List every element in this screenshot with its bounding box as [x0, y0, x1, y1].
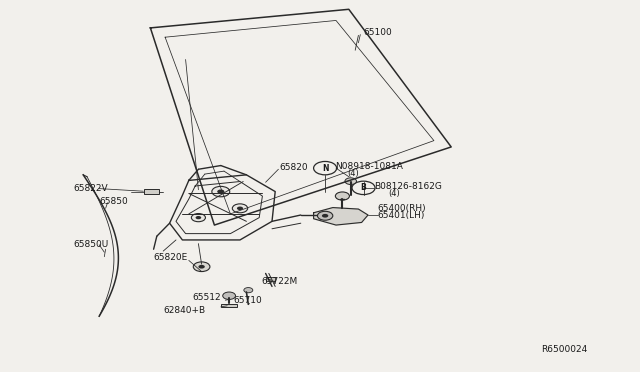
Text: 65401(LH): 65401(LH)	[378, 211, 425, 219]
Circle shape	[198, 265, 205, 269]
Circle shape	[193, 262, 210, 272]
Circle shape	[232, 204, 248, 213]
Text: 62840+B: 62840+B	[163, 306, 205, 315]
Text: 65710: 65710	[234, 296, 262, 305]
Text: 65512: 65512	[192, 293, 221, 302]
Text: 65100: 65100	[364, 28, 392, 37]
Circle shape	[217, 189, 225, 194]
Circle shape	[244, 288, 253, 293]
Text: N: N	[322, 164, 328, 173]
Text: 65820E: 65820E	[154, 253, 188, 262]
FancyBboxPatch shape	[144, 189, 159, 194]
Circle shape	[335, 192, 349, 200]
Text: 65850: 65850	[99, 197, 128, 206]
FancyBboxPatch shape	[266, 277, 275, 281]
Circle shape	[191, 214, 205, 222]
Circle shape	[317, 211, 333, 220]
Text: 65400(RH): 65400(RH)	[378, 204, 426, 213]
Text: 65722M: 65722M	[261, 278, 298, 286]
Text: 65822V: 65822V	[74, 184, 108, 193]
Text: 65820: 65820	[279, 163, 308, 171]
Circle shape	[345, 178, 356, 185]
Circle shape	[196, 216, 201, 219]
Circle shape	[237, 206, 243, 210]
Text: B08126-8162G: B08126-8162G	[374, 182, 442, 191]
Circle shape	[212, 186, 230, 197]
Text: 65850U: 65850U	[74, 240, 109, 249]
Text: N08918-1081A: N08918-1081A	[335, 162, 403, 171]
Text: (4): (4)	[388, 189, 400, 198]
FancyBboxPatch shape	[221, 304, 237, 307]
Text: R6500024: R6500024	[541, 345, 587, 354]
Polygon shape	[314, 208, 368, 225]
Circle shape	[322, 214, 328, 218]
Circle shape	[223, 292, 236, 299]
Text: (4): (4)	[348, 169, 359, 178]
Text: B: B	[361, 183, 366, 192]
